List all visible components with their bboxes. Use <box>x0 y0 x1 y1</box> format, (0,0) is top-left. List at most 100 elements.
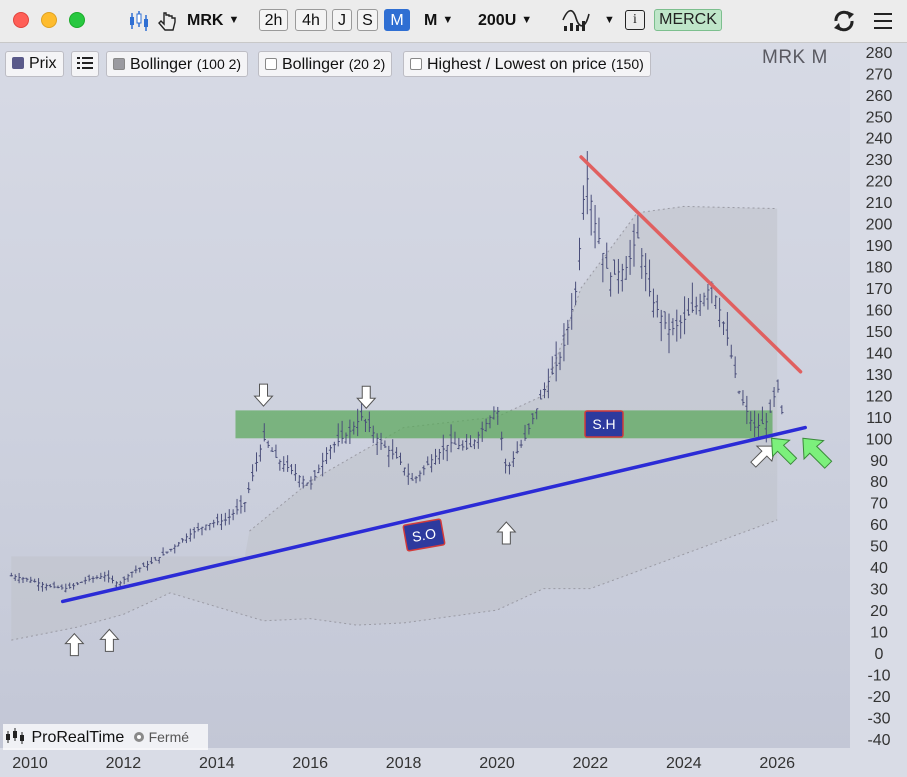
y-axis-tick-label: -20 <box>867 689 890 706</box>
y-axis-tick-label: 200 <box>866 217 893 234</box>
white-arrow-down-icon <box>356 385 377 409</box>
chevron-down-icon: ▼ <box>442 14 454 26</box>
symbol-label: MRK <box>187 12 224 29</box>
timeframe-2h-button[interactable]: 2h <box>259 9 288 31</box>
timeframe-week-button[interactable]: S <box>357 9 378 31</box>
legend-highest-lowest-toggle[interactable]: Highest / Lowest on price (150) <box>403 51 651 77</box>
y-axis-tick-label: 20 <box>870 603 888 620</box>
menu-icon[interactable] <box>872 11 894 31</box>
y-axis-tick-label: 140 <box>866 345 893 362</box>
market-status: Fermé <box>133 729 189 745</box>
support-zone-label: S.H <box>584 410 624 438</box>
y-axis-tick-label: 170 <box>866 281 893 298</box>
white-arrow-down-icon <box>253 383 274 407</box>
y-axis-tick-label: 30 <box>870 582 888 599</box>
chevron-down-icon: ▼ <box>521 14 533 26</box>
timeframe-4h-button[interactable]: 4h <box>295 9 327 31</box>
time-axis[interactable] <box>0 748 907 777</box>
y-axis-tick-label: 110 <box>866 410 892 427</box>
symbol-selector[interactable]: MRK ▼ <box>187 9 239 31</box>
resistance-trendline <box>579 155 803 374</box>
zoom-window-button[interactable] <box>69 12 85 28</box>
candlestick-icon <box>6 728 24 744</box>
y-axis-tick-label: 50 <box>870 539 888 556</box>
list-icon <box>77 57 93 69</box>
x-axis-tick-label: 2014 <box>199 755 235 772</box>
hand-cursor-icon[interactable] <box>156 9 178 33</box>
legend-bollinger-100-toggle[interactable]: Bollinger (100 2) <box>106 51 249 77</box>
legend-bollinger-20-toggle[interactable]: Bollinger (20 2) <box>258 51 393 77</box>
white-arrow-up-icon <box>99 628 120 652</box>
y-axis-tick-label: 100 <box>866 431 893 448</box>
bars-count-label: 200U <box>478 12 517 29</box>
y-axis-tick-label: 70 <box>870 496 888 513</box>
y-axis-tick-label: 220 <box>866 174 893 191</box>
y-axis-tick-label: 130 <box>866 367 893 384</box>
x-axis-tick-label: 2024 <box>666 755 702 772</box>
x-axis-tick-label: 2022 <box>573 755 609 772</box>
y-axis-tick-label: 270 <box>866 66 893 83</box>
chevron-down-icon: ▼ <box>604 14 615 26</box>
legend-list-button[interactable] <box>71 51 99 77</box>
checkbox-empty-icon <box>410 58 422 70</box>
chevron-down-icon: ▼ <box>228 14 240 26</box>
bars-count-selector[interactable]: 200U ▼ <box>478 9 532 31</box>
market-status-label: Fermé <box>148 729 190 745</box>
white-arrow-diagonal-icon <box>750 445 777 468</box>
toolbar: MRK ▼ 2h 4h J S M M ▼ 200U ▼ ▼ i MERCK <box>0 0 907 43</box>
y-axis-tick-label: 230 <box>866 152 893 169</box>
white-arrow-up-icon <box>64 632 85 657</box>
timeframe-day-button[interactable]: J <box>332 9 352 31</box>
green-arrow-icon <box>802 437 833 469</box>
indicators-dropdown[interactable]: ▼ <box>599 9 615 31</box>
status-icon <box>133 732 144 742</box>
period-selector[interactable]: M ▼ <box>424 9 453 31</box>
info-button[interactable]: i <box>625 10 645 30</box>
y-axis-tick-label: 160 <box>866 302 893 319</box>
legend-price-toggle[interactable]: Prix <box>5 51 64 77</box>
y-axis-tick-label: 250 <box>866 109 893 126</box>
y-axis-tick-label: 260 <box>866 88 893 105</box>
support-zone-label-box <box>584 410 624 438</box>
refresh-icon[interactable] <box>831 8 857 34</box>
green-arrow-icon <box>771 437 798 466</box>
x-axis-tick-label: 2010 <box>12 755 48 772</box>
x-axis-tick-label: 2016 <box>292 755 328 772</box>
support-zone <box>235 410 773 439</box>
trendline-label-text: S.O <box>411 525 438 545</box>
x-axis-tick-label: 2018 <box>386 755 422 772</box>
y-axis-tick-label: 120 <box>866 388 893 405</box>
price-swatch <box>12 57 24 69</box>
y-axis-tick-label: -10 <box>867 667 890 684</box>
brand-name: ProRealTime <box>31 729 125 746</box>
minimize-window-button[interactable] <box>41 12 57 28</box>
y-axis-tick-label: 240 <box>866 131 893 148</box>
y-axis-tick-label: 60 <box>870 517 888 534</box>
close-window-button[interactable] <box>13 12 29 28</box>
support-zone-label-text: S.H <box>592 416 615 432</box>
checkbox-checked-icon <box>113 58 125 70</box>
y-axis-tick-label: 90 <box>870 453 888 470</box>
legend-bollinger-100-label: Bollinger <box>130 56 193 73</box>
legend-price-label: Prix <box>29 55 57 72</box>
y-axis-tick-label: 180 <box>866 260 893 277</box>
bollinger-upper-line <box>249 205 778 532</box>
x-axis-tick-label: 2012 <box>106 755 142 772</box>
white-arrow-up-icon <box>496 521 517 545</box>
legend-bollinger-100-params: (100 2) <box>196 56 242 72</box>
y-axis-tick-label: 150 <box>866 324 893 341</box>
price-axis[interactable] <box>850 43 907 748</box>
y-axis-tick-label: 80 <box>870 474 888 491</box>
legend-highest-lowest-label: Highest / Lowest on price <box>427 56 607 73</box>
trendline-label-box <box>402 518 446 552</box>
legend-highest-lowest-params: (150) <box>611 56 644 72</box>
indicators-icon[interactable] <box>561 6 591 34</box>
y-axis-tick-label: -30 <box>867 710 890 727</box>
trendline-label: S.O <box>402 518 446 552</box>
timeframe-month-button[interactable]: M <box>384 9 410 31</box>
checkbox-empty-icon <box>265 58 277 70</box>
support-trendline <box>60 425 807 604</box>
candlestick-icon[interactable] <box>128 10 152 32</box>
